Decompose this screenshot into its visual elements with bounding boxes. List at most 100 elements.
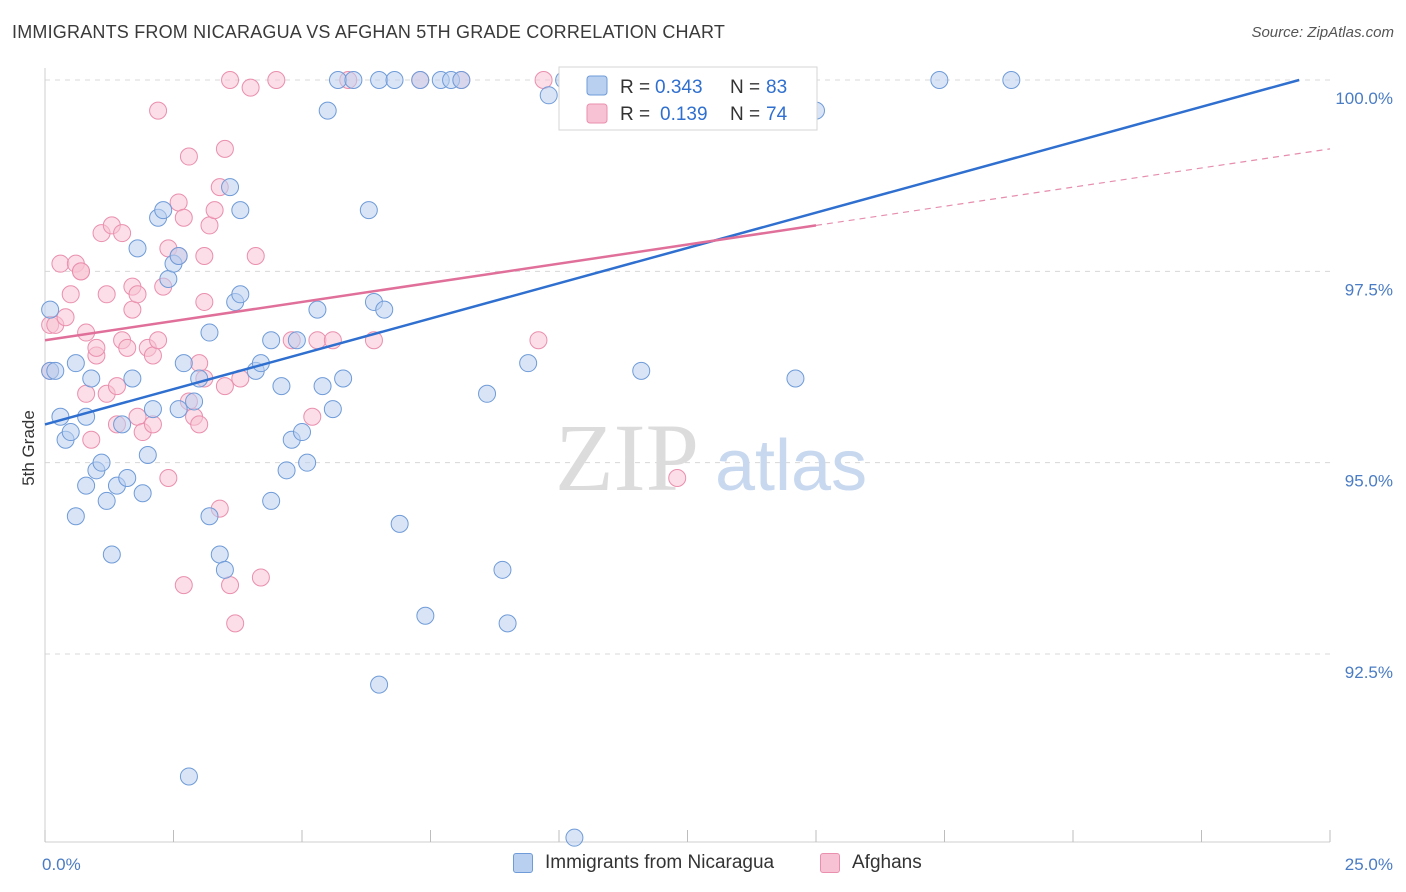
afghan-point — [668, 468, 687, 487]
watermark-atlas: atlas — [715, 426, 867, 506]
nicaragua-point — [298, 453, 317, 472]
nicaragua-point — [46, 361, 65, 380]
nicaragua-point — [1002, 71, 1021, 89]
nicaragua-point — [277, 461, 296, 480]
y-axis-label: 5th Grade — [19, 410, 38, 486]
nicaragua-point — [41, 300, 60, 319]
afghan-point — [149, 101, 168, 120]
stats-legend: R = 0.343 N = 83 R = 0.139 N = 74 — [558, 66, 818, 131]
nicaragua-point — [138, 446, 157, 465]
nicaragua-point — [61, 423, 80, 442]
afghan-point — [190, 415, 209, 434]
nicaragua-point — [323, 400, 342, 419]
nicaragua-point — [97, 491, 116, 510]
nicaragua-point — [174, 354, 193, 373]
nicaragua-point — [478, 384, 497, 403]
nicaragua-point — [159, 269, 178, 288]
afghan-point — [174, 576, 193, 595]
nicaragua-point — [344, 71, 363, 89]
y-tick-label-2: 95.0% — [1345, 472, 1393, 491]
nicaragua-point — [262, 491, 281, 510]
nicaragua-point — [287, 331, 306, 350]
afghan-point — [190, 354, 209, 373]
afghan-point — [51, 254, 70, 273]
afghan-point — [149, 331, 168, 350]
legend-n-label-1: N = — [730, 77, 760, 98]
nicaragua-point — [118, 468, 137, 487]
nicaragua-point — [200, 323, 219, 342]
afghan-point — [128, 285, 147, 304]
afghan-point — [143, 415, 162, 434]
nicaragua-point — [169, 247, 188, 266]
nicaragua-point — [565, 828, 584, 847]
watermark-zip: ZIP — [555, 404, 699, 511]
nicaragua-point — [128, 239, 147, 258]
afghan-point — [87, 338, 106, 357]
nicaragua-point — [82, 369, 101, 388]
afghan-point — [251, 568, 270, 587]
legend-label-afghans: Afghans — [852, 852, 922, 873]
legend-r-label-2: R = — [620, 104, 650, 125]
nicaragua-point — [221, 178, 240, 197]
afghan-point — [226, 614, 245, 633]
legend-item-afghans[interactable]: Afghans — [820, 852, 922, 874]
nicaragua-point — [334, 369, 353, 388]
legend-item-nicaragua[interactable]: Immigrants from Nicaragua — [513, 852, 774, 874]
afghan-point — [246, 247, 265, 266]
afghan-point — [205, 201, 224, 220]
trend-lines — [44, 78, 1331, 426]
afghan-point — [113, 224, 132, 243]
nicaragua-point — [200, 507, 219, 526]
nicaragua-point — [328, 71, 347, 89]
afghan-point — [169, 193, 188, 212]
legend-r-label-1: R = — [620, 77, 650, 98]
afghan-point — [195, 292, 214, 311]
afghan-point — [128, 407, 147, 426]
nicaragua-point — [370, 71, 389, 89]
afghan-point — [221, 71, 240, 89]
afghan-trend-line — [44, 224, 817, 342]
nicaragua-point — [786, 369, 805, 388]
afghan-point — [267, 71, 286, 89]
nicaragua-point — [113, 415, 132, 434]
afghan-point — [159, 468, 178, 487]
nicaragua-point — [179, 767, 198, 786]
nicaragua-point — [185, 392, 204, 411]
nicaragua-trend-line — [44, 78, 1300, 426]
nicaragua-point — [154, 201, 173, 220]
source-label: Source: ZipAtlas.com — [1251, 24, 1394, 41]
nicaragua-point — [272, 377, 291, 396]
bottom-legend: Immigrants from Nicaragua Afghans — [0, 852, 1406, 878]
nicaragua-point — [169, 400, 188, 419]
afghan-point — [123, 300, 142, 319]
nicaragua-point — [77, 476, 96, 495]
nicaragua-point — [375, 300, 394, 319]
nicaragua-point — [519, 354, 538, 373]
nicaragua-point — [493, 560, 512, 579]
afghan-point — [303, 407, 322, 426]
nicaragua-point — [308, 300, 327, 319]
watermark: ZIP atlas — [555, 404, 867, 511]
afghan-point — [179, 147, 198, 166]
axes — [44, 68, 1331, 843]
afghan-point — [71, 262, 90, 281]
nicaragua-point — [539, 86, 558, 105]
afghan-point — [215, 377, 234, 396]
nicaragua-point — [231, 201, 250, 220]
afghan-point — [241, 78, 260, 97]
nicaragua-points — [41, 71, 1021, 847]
afghan-point — [97, 285, 116, 304]
afghan-point — [529, 331, 548, 350]
afghan-point — [118, 338, 137, 357]
x-tick-label-1: 25.0% — [1345, 855, 1393, 874]
nicaragua-point — [390, 514, 409, 533]
legend-box-blue — [513, 853, 533, 873]
nicaragua-point — [359, 201, 378, 220]
legend-swatch-blue — [586, 75, 608, 96]
nicaragua-point — [231, 285, 250, 304]
x-tick-label-0: 0.0% — [42, 855, 81, 874]
afghan-point — [61, 285, 80, 304]
nicaragua-point — [370, 675, 389, 694]
legend-label-nicaragua: Immigrants from Nicaragua — [545, 852, 775, 873]
